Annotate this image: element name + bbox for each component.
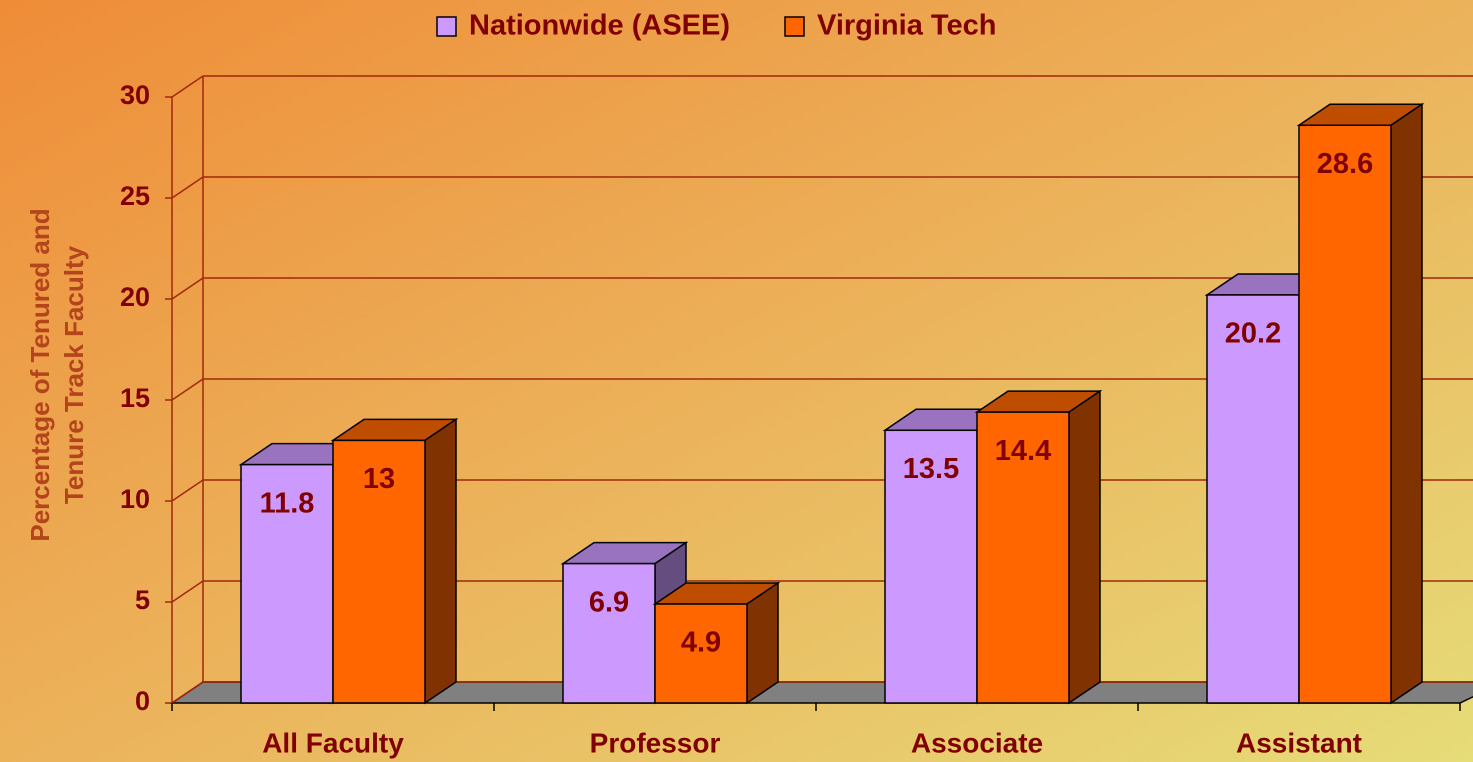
grid-line bbox=[171, 479, 204, 502]
value-label: 4.9 bbox=[681, 627, 721, 659]
grid-line bbox=[171, 176, 204, 199]
y-tick-label: 5 bbox=[135, 585, 150, 615]
value-label: 11.8 bbox=[260, 487, 315, 519]
bar-front bbox=[1298, 124, 1392, 704]
bar-side bbox=[746, 581, 779, 705]
bar-front bbox=[562, 562, 656, 704]
grid-line bbox=[171, 75, 204, 98]
bar-side bbox=[1390, 102, 1423, 705]
value-label: 13.5 bbox=[903, 453, 959, 485]
grid-line bbox=[171, 277, 204, 300]
bar-side bbox=[1068, 389, 1101, 705]
y-tick-label: 10 bbox=[120, 484, 150, 514]
bar-front bbox=[240, 463, 334, 704]
legend-label: Virginia Tech bbox=[817, 10, 996, 42]
grid-line bbox=[171, 378, 204, 401]
x-tick-label: All Faculty bbox=[262, 727, 404, 758]
bar-front bbox=[1206, 294, 1300, 704]
bar bbox=[652, 581, 781, 705]
bar bbox=[1296, 102, 1425, 705]
legend-label: Nationwide (ASEE) bbox=[469, 10, 730, 42]
y-tick-label: 0 bbox=[135, 686, 150, 716]
value-label: 14.4 bbox=[995, 435, 1051, 467]
bar-front bbox=[884, 429, 978, 704]
value-label: 28.6 bbox=[1317, 148, 1373, 180]
y-tick-label: 15 bbox=[120, 383, 150, 413]
bar-front bbox=[976, 411, 1070, 704]
grid-line bbox=[171, 580, 204, 603]
legend-swatch bbox=[436, 16, 457, 37]
plot-area: 0 5 10 15 20 25 30 All Faculty 11.8 13 Professor 6.… bbox=[120, 75, 1473, 758]
x-tick-label: Professor bbox=[590, 727, 721, 758]
bar-front bbox=[654, 603, 748, 704]
bar bbox=[974, 389, 1103, 705]
bar-front bbox=[332, 439, 426, 704]
legend-swatch bbox=[784, 16, 805, 37]
x-tick-label: Associate bbox=[911, 727, 1043, 758]
bar-side bbox=[424, 417, 457, 705]
value-label: 20.2 bbox=[1225, 318, 1281, 350]
y-tick-label: 25 bbox=[120, 181, 150, 211]
value-label: 6.9 bbox=[589, 586, 629, 618]
y-axis-title: Tenure Track Faculty bbox=[59, 245, 89, 504]
y-axis-title: Percentage of Tenured and bbox=[25, 208, 55, 541]
bar bbox=[330, 417, 459, 705]
x-tick-label: Assistant bbox=[1236, 727, 1362, 758]
y-tick-label: 20 bbox=[120, 282, 150, 312]
y-tick-label: 30 bbox=[120, 80, 150, 110]
bar bbox=[560, 541, 689, 705]
value-label: 13 bbox=[363, 463, 395, 495]
grid-line bbox=[171, 681, 204, 704]
